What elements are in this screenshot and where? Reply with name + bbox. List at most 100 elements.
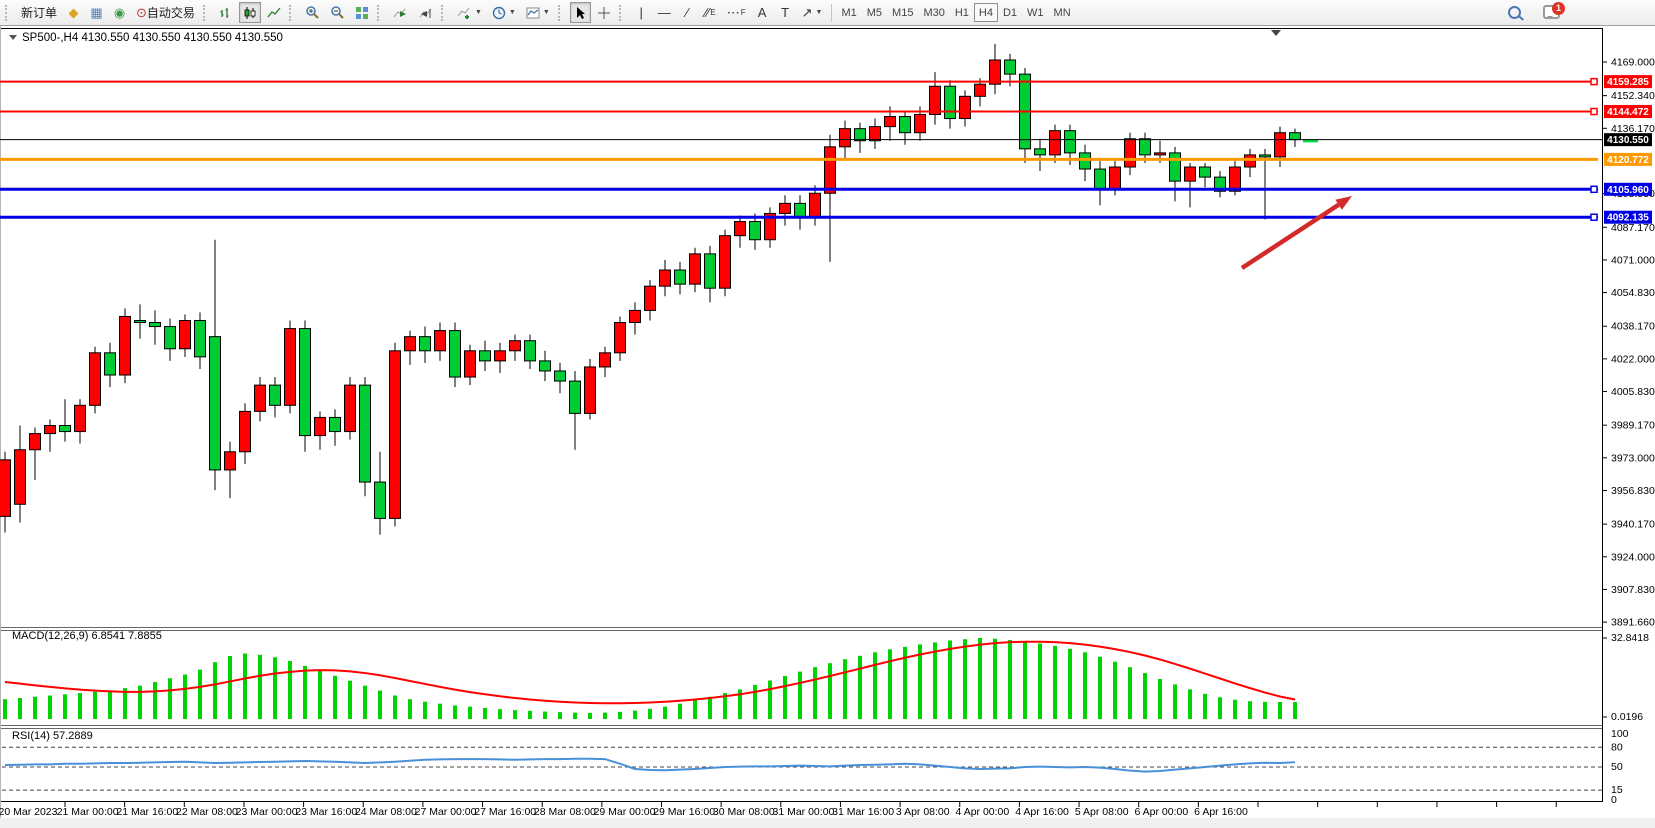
price-axis-tick-label: 3989.170 [1611,420,1655,432]
timeframe-button-d1[interactable]: D1 [998,3,1022,22]
auto-trading-icon: ⊙ [136,5,147,20]
chart-canvas[interactable]: 32.8418 0.0196 100 80 50 150 4169.000 4152.34… [0,26,1655,828]
text-tool[interactable]: A [752,2,773,23]
price-line-endpoint[interactable] [1590,77,1598,86]
toolbar-group-handle [5,4,11,21]
candle-body [554,370,566,382]
macd-histogram-bar [1083,652,1087,719]
macd-histogram-bar [588,712,592,719]
line-chart-type-icon [267,6,281,20]
periods-button[interactable]: ▼ [488,2,520,23]
candle-body [779,202,791,214]
zoom-out-icon [330,5,345,20]
price-line-label: 4092.135 [1607,213,1649,224]
search-button[interactable] [1504,2,1525,23]
macd-histogram-bar [303,665,307,719]
rsi-indicator-pane[interactable]: 100 80 50 150 [2,728,1629,806]
time-axis-label: 3 Apr 08:00 [896,806,950,818]
fibonacci-tool[interactable]: ⋯ F [723,2,750,23]
price-axis-tick-label: 4071.000 [1611,254,1655,266]
auto-trading-button[interactable]: ⊙ 自动交易 [132,2,199,23]
cursor-tool-button[interactable] [569,2,591,23]
timeframe-button-m15[interactable]: M15 [887,3,918,22]
one-click-trading-toggle-icon[interactable] [9,35,17,40]
line-chart-type-button[interactable] [263,2,285,23]
macd-histogram-bar [333,675,337,719]
macd-histogram-bar [228,656,232,719]
candle-body [164,326,176,350]
macd-indicator-pane[interactable]: 32.8418 0.0196 [3,632,1649,723]
candlestick-chart-type-button[interactable] [238,2,261,23]
macd-histogram-bar [933,642,937,719]
charts-window-button[interactable]: ▦ [86,2,107,23]
price-axis[interactable]: 4169.0004152.3404136.1704103.8304087.170… [1602,57,1655,629]
market-signal-icon: ◉ [113,5,126,20]
zoom-in-button[interactable] [301,2,324,23]
macd-histogram-bar [528,710,532,719]
macd-histogram-bar [678,703,682,719]
macd-histogram-bar [63,694,67,719]
macd-histogram-bar [543,711,547,719]
price-line-endpoint[interactable] [1590,107,1598,116]
price-line-endpoint[interactable] [1590,185,1598,194]
candle-body [914,114,926,134]
horizontal-price-lines[interactable] [0,77,1602,221]
macd-histogram-bar [1233,699,1237,719]
macd-histogram-bar [1143,673,1147,719]
candle-body [974,83,986,97]
trend-arrow-annotation[interactable] [1240,196,1352,270]
market-signal-button[interactable]: ◉ [109,2,130,23]
vertical-line-tool[interactable]: | [631,2,652,23]
zoom-out-button[interactable] [326,2,349,23]
tile-windows-button[interactable] [351,2,373,23]
timeframe-button-m1[interactable]: M1 [836,3,861,22]
price-line-endpoint[interactable] [1590,213,1598,221]
macd-histogram-bar [378,690,382,719]
chart-shift-marker-icon [1271,30,1281,36]
macd-histogram-bar [1278,701,1282,719]
equidistant-channel-tool[interactable]: ∕∕ E [700,2,721,23]
candle-body [449,330,461,378]
candle-body [464,350,476,378]
macd-histogram-bar [888,649,892,719]
rsi-line [4,757,1296,773]
new-chart-button[interactable]: ◆ [63,2,84,23]
candle-body [374,481,386,519]
templates-button[interactable]: ▼ [522,2,554,23]
indicators-button[interactable]: ▼ [453,2,486,23]
chart-shift-button[interactable] [414,2,437,23]
macd-histogram-bar [153,681,157,719]
new-order-button[interactable]: 新订单 [17,2,61,23]
candle-body [389,350,401,519]
notifications-button[interactable]: 1 [1539,1,1567,23]
time-axis-label: 29 Mar 00:00 [594,806,656,818]
equidistant-channel-icon: ∕∕ [704,5,710,20]
arrows-tool[interactable]: ↗ ▼ [798,2,827,23]
timeframe-button-h4[interactable]: H4 [973,3,998,22]
crosshair-tool-button[interactable] [593,2,615,23]
candle-body [1169,152,1181,182]
timeframe-button-w1[interactable]: W1 [1022,3,1049,22]
label-tool[interactable]: T [775,2,796,23]
macd-histogram-bar [18,698,22,719]
timeframe-button-m30[interactable]: M30 [918,3,949,22]
horizontal-line-tool[interactable]: — [654,2,675,23]
trendline-tool[interactable]: ∕ [677,2,698,23]
time-axis-label: 24 Mar 08:00 [355,806,417,818]
bar-chart-type-button[interactable] [215,2,237,23]
candle-body [854,128,866,142]
auto-scroll-button[interactable] [389,2,412,23]
arrow-shaft[interactable] [1240,202,1340,270]
macd-histogram-bar [993,638,997,719]
search-icon [1508,6,1521,19]
arrow-head[interactable] [1335,196,1352,210]
macd-histogram-bar [843,659,847,719]
bar-chart-type-icon [219,6,233,20]
macd-histogram-bar [663,706,667,719]
timeframe-button-m5[interactable]: M5 [862,3,887,22]
macd-histogram-bar [138,685,142,719]
timeframe-button-h1[interactable]: H1 [950,3,974,22]
timeframe-button-mn[interactable]: MN [1049,3,1076,22]
macd-histogram-bar [618,711,622,719]
